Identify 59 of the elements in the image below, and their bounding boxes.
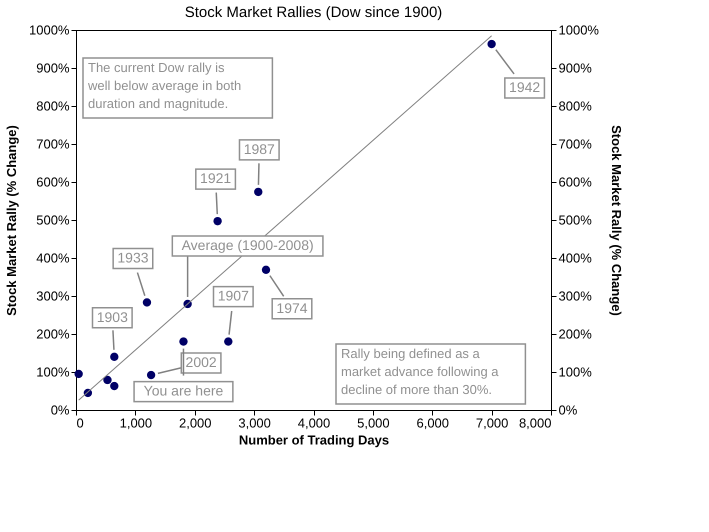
y2-tick-label: 400% <box>558 250 592 266</box>
annotation: 1921 <box>200 170 232 186</box>
y-tick-label: 500% <box>36 212 70 228</box>
y2-tick-label: 500% <box>558 212 592 228</box>
annotation: You are here <box>144 382 224 399</box>
x-axis-title: Number of Trading Days <box>238 432 390 448</box>
point <box>103 376 112 384</box>
point <box>487 40 496 48</box>
x-tick-label: 6,000 <box>416 416 450 430</box>
y2-tick-label: 200% <box>558 326 592 342</box>
annotation: 1974 <box>276 300 308 316</box>
point <box>213 216 222 226</box>
point <box>110 382 118 390</box>
annotation: The current Dow rally is well below average in both duration and magnitude. <box>87 60 242 111</box>
point <box>224 337 232 346</box>
y-tick-label: 1000% <box>29 22 70 38</box>
annotation: 1942 <box>509 79 540 96</box>
y-tick-label: 900% <box>36 60 70 76</box>
y-tick-label: 400% <box>36 250 70 266</box>
annotation: 1933 <box>117 249 149 266</box>
annotation: Average (1900-2008) <box>182 236 314 253</box>
y2-tick-label: 100% <box>558 364 592 380</box>
point <box>110 352 118 361</box>
x-tick-label: 2,000 <box>178 416 212 430</box>
y2-tick-label: 600% <box>558 174 592 190</box>
y-tick-label: 700% <box>36 136 70 152</box>
annotation: 1907 <box>218 288 250 304</box>
x-tick-label: 3,000 <box>238 416 271 430</box>
chart-title: Stock Market Rallies (Dow since 1900) <box>184 4 442 21</box>
y2-tick-label: 800% <box>558 98 592 114</box>
y-tick-label: 600% <box>36 174 70 190</box>
point <box>254 188 262 196</box>
point <box>262 266 270 274</box>
annotation: Rally being defined as a market advance following a decline of more than 30%. <box>341 346 500 397</box>
x-tick-label: 5,000 <box>357 416 390 430</box>
y2-tick-label: 300% <box>558 288 592 304</box>
x-tick-label: 4,000 <box>298 416 330 430</box>
y-tick-label: 200% <box>36 326 70 342</box>
point <box>74 370 83 378</box>
x-tick-label: 1,000 <box>120 416 152 430</box>
annotation: 1903 <box>96 308 128 325</box>
annotation: 2002 <box>186 354 217 370</box>
annotation: 1987 <box>244 140 276 157</box>
y2-axis-title: Stock Market Rally (% Change) <box>608 125 624 316</box>
y2-tick-label: 1000% <box>558 22 600 38</box>
x-tick-label: 8,000 <box>518 416 552 430</box>
point <box>179 337 188 346</box>
x-tick-label: 7,000 <box>476 416 508 430</box>
y2-tick-label: 700% <box>558 136 592 152</box>
y-tick-label: 0% <box>50 402 70 418</box>
y-tick-label: 300% <box>36 288 70 304</box>
y-tick-label: 100% <box>36 364 70 380</box>
x-tick-label: 0 <box>76 416 84 430</box>
point <box>142 298 152 307</box>
y2-tick-label: 900% <box>558 60 592 76</box>
y-tick-label: 800% <box>36 98 70 114</box>
y2-tick-label: 0% <box>558 402 578 418</box>
y-axis-title: Stock Market Rally (% Change) <box>4 125 20 316</box>
point <box>146 370 156 380</box>
